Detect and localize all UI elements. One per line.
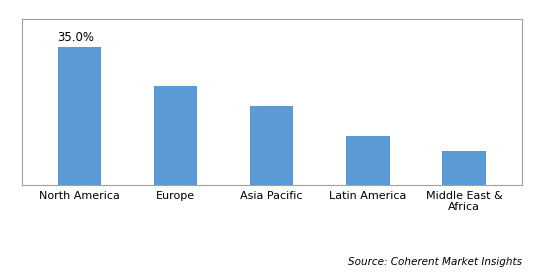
Bar	[154, 86, 197, 185]
Bar	[250, 106, 293, 185]
Text: 35.0%: 35.0%	[58, 30, 95, 44]
Text: Source: Coherent Market Insights: Source: Coherent Market Insights	[348, 256, 522, 267]
Bar	[442, 152, 486, 185]
Bar	[346, 135, 390, 185]
Bar	[58, 47, 101, 185]
